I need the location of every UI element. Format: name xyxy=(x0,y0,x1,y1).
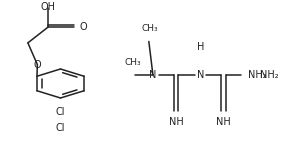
Text: NH₂: NH₂ xyxy=(260,70,279,80)
Text: NH: NH xyxy=(216,117,231,127)
Text: Cl: Cl xyxy=(56,123,65,133)
Text: NH₂: NH₂ xyxy=(248,70,267,80)
Text: N: N xyxy=(197,70,204,80)
Text: Cl: Cl xyxy=(56,107,65,117)
Text: CH₃: CH₃ xyxy=(124,58,141,67)
Text: NH: NH xyxy=(169,117,183,127)
Text: H: H xyxy=(197,42,204,52)
Text: O: O xyxy=(80,22,87,32)
Text: CH₃: CH₃ xyxy=(142,24,158,33)
Text: O: O xyxy=(34,60,41,70)
Text: N: N xyxy=(149,70,157,80)
Text: OH: OH xyxy=(41,2,56,12)
